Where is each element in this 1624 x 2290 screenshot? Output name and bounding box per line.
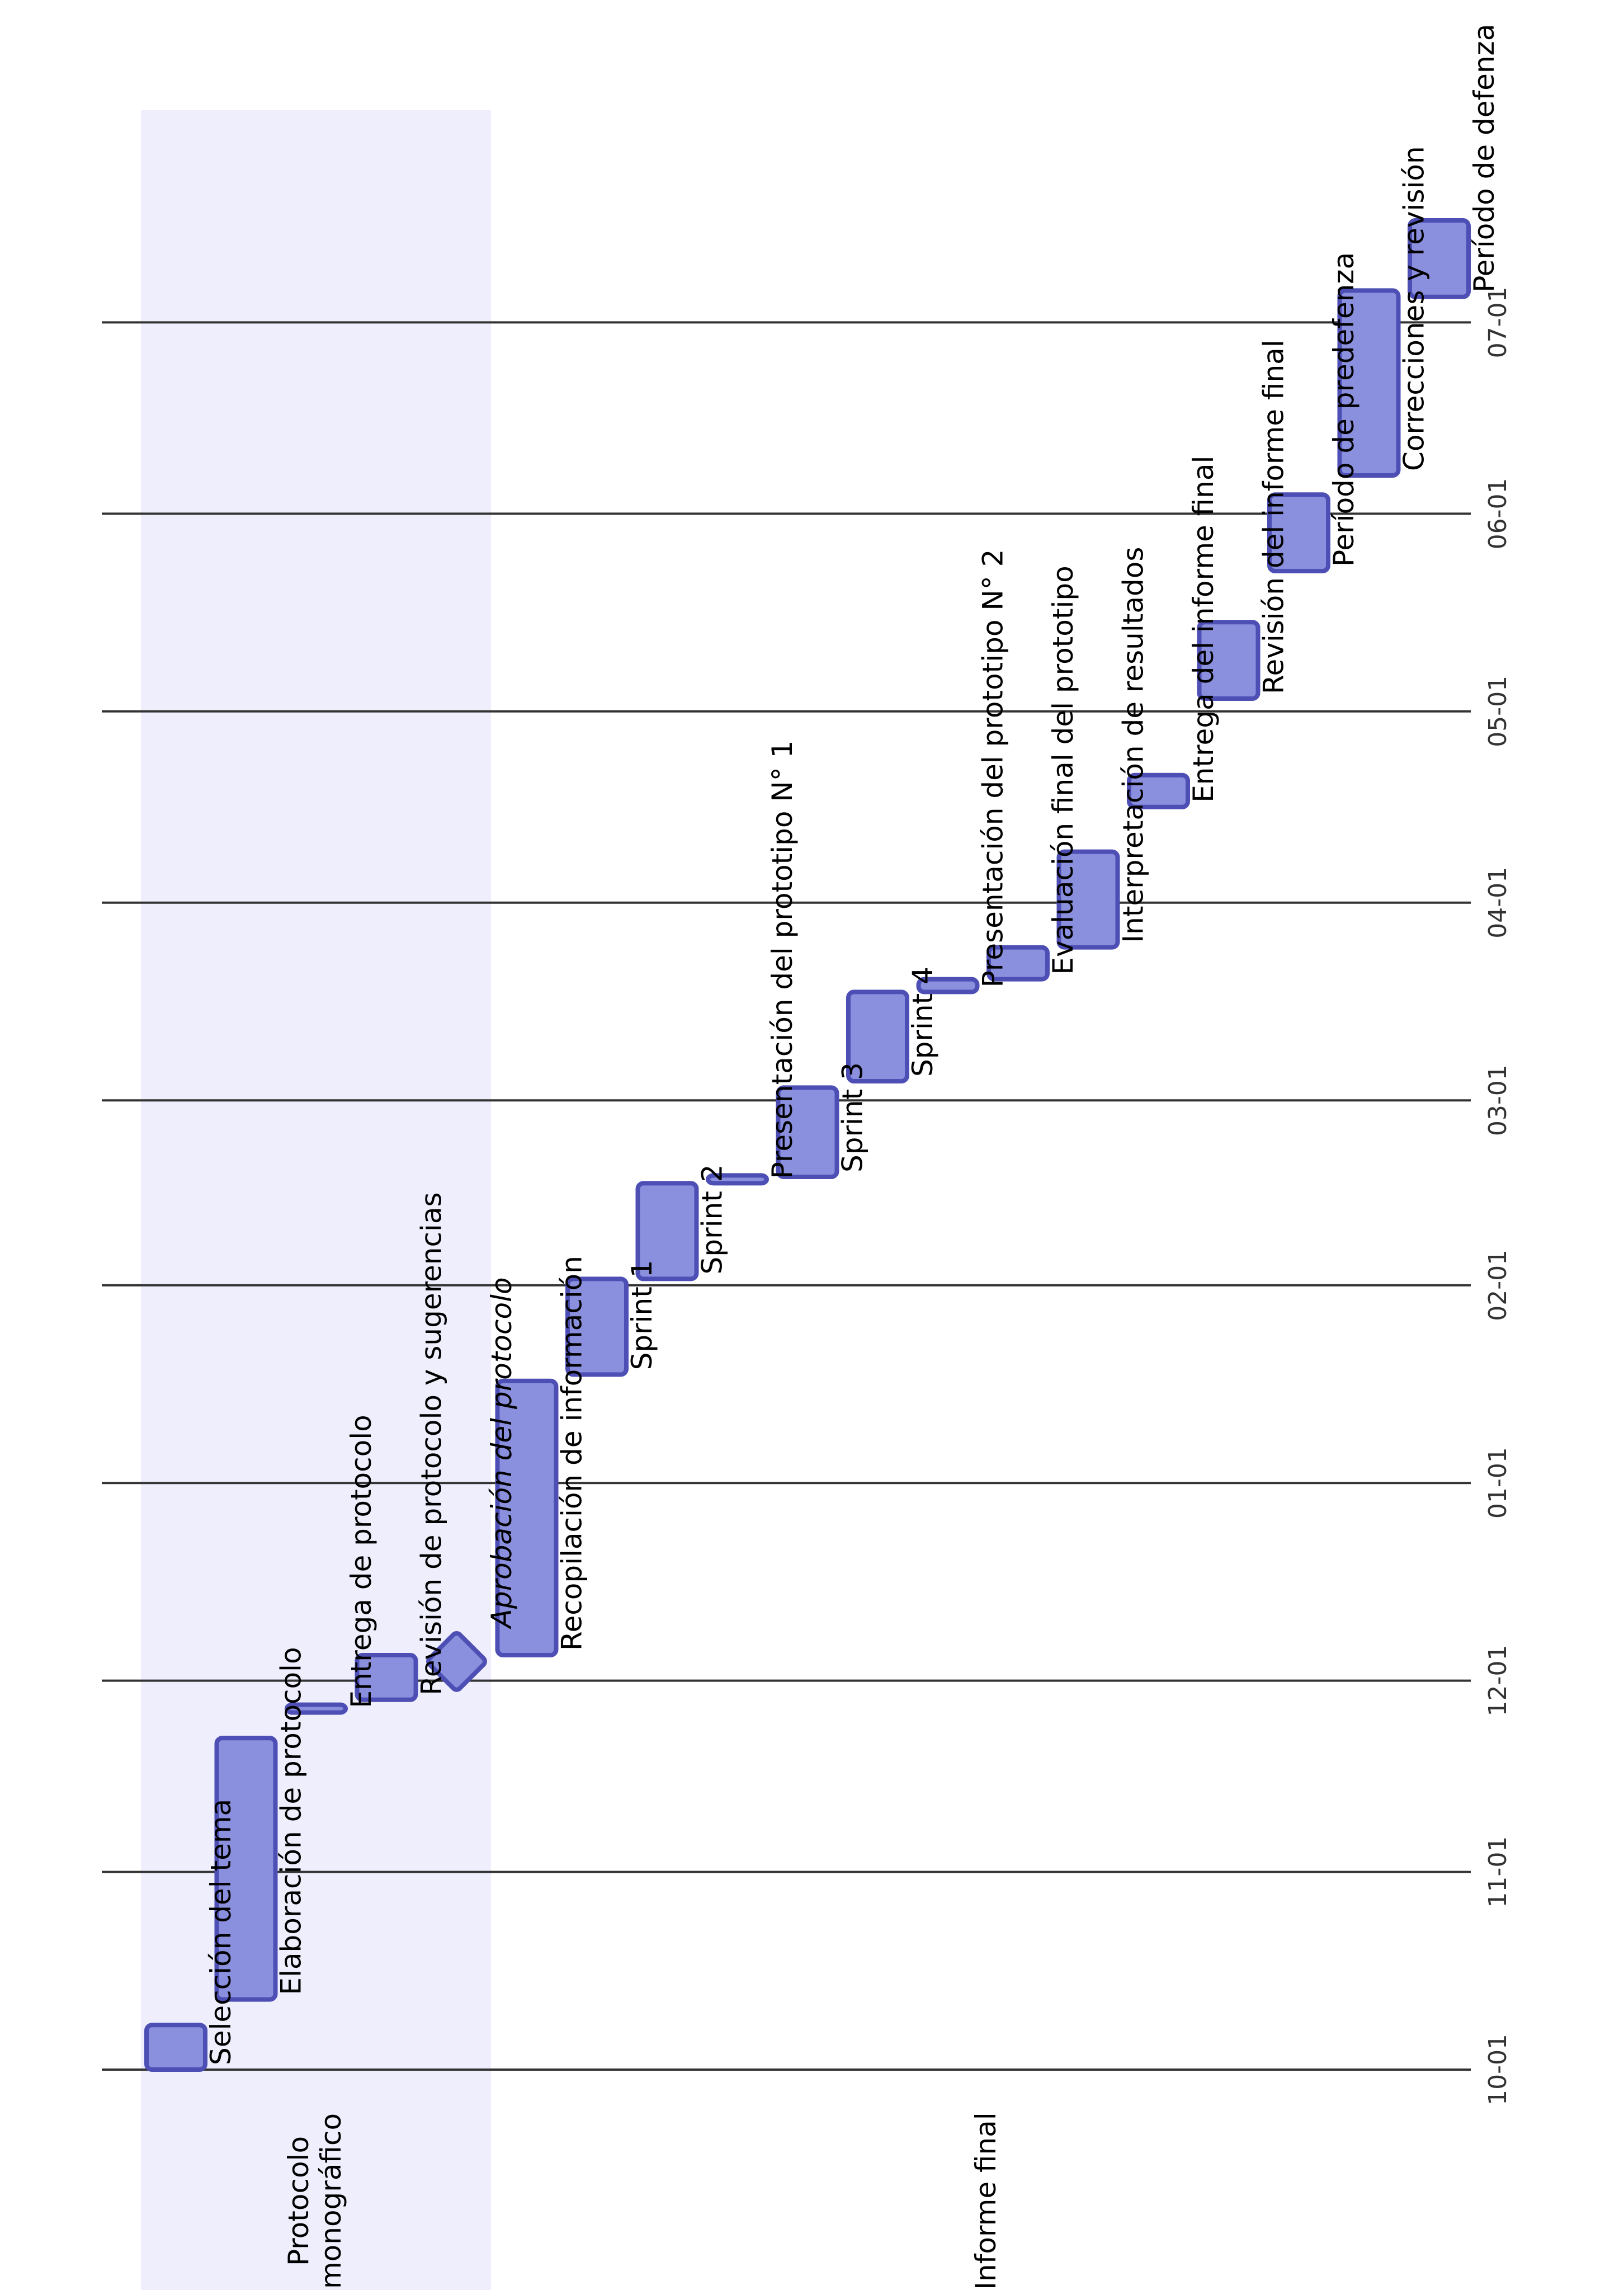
task-bar [1408, 218, 1471, 299]
task-bar [1127, 772, 1190, 809]
tick-label-10-01: 10-01 [1484, 2034, 1512, 2105]
task-label: Entrega de protocolo [345, 1415, 377, 1708]
section-labels: Protocolomonográfico Informe final [282, 2112, 1002, 2289]
tick-label-03-01: 03-01 [1484, 1064, 1512, 1136]
time-axis-ticks: 10-01 11-01 12-01 01-01 02-01 03-01 04-01 05-01… [1484, 286, 1512, 2105]
tick-label-05-01: 05-01 [1484, 676, 1512, 747]
section-label-line: Protocolo [282, 2136, 315, 2266]
task-label: Presentación del prototipo N° 2 [977, 549, 1009, 988]
task-bar [916, 977, 980, 995]
tick-label-04-01: 04-01 [1484, 867, 1512, 939]
task-bars [144, 218, 1471, 2072]
task-label: Elaboración de protocolo [275, 1647, 308, 1995]
task-label: Correcciones y revisión [1398, 146, 1431, 471]
task-label: Entrega del informe final [1187, 456, 1220, 803]
task-bar [144, 2023, 207, 2072]
task-label: Sprint 3 [837, 1062, 869, 1172]
task-bar [706, 1173, 769, 1186]
task-label: Selección del tema [205, 1799, 237, 2065]
tick-label-12-01: 12-01 [1484, 1645, 1512, 1717]
task-label: Evaluación final del prototipo [1047, 566, 1079, 974]
task-bar [635, 1181, 699, 1281]
tick-label-02-01: 02-01 [1484, 1250, 1512, 1321]
task-bar [1337, 288, 1401, 478]
task-label: Sprint 4 [907, 967, 939, 1077]
task-bar [495, 1378, 559, 1658]
section-label-1: Protocolomonográfico [282, 2113, 347, 2289]
task-bar [565, 1276, 629, 1377]
tick-label-11-01: 11-01 [1484, 1836, 1512, 1908]
task-label: Sprint 1 [626, 1260, 658, 1370]
task-bar [285, 1702, 348, 1715]
task-bar [1056, 849, 1120, 950]
task-label: Recopilación de información [556, 1256, 588, 1651]
task-label: Período de predefenza [1328, 252, 1360, 567]
task-bar [355, 1653, 418, 1702]
task-bar [986, 945, 1050, 982]
section-label-line: Informe final [970, 2112, 1002, 2289]
task-bar [776, 1085, 839, 1180]
task-label: Sprint 2 [696, 1164, 729, 1274]
section-band-protocolo [141, 110, 491, 2290]
task-label: Revisión del informe final [1258, 340, 1290, 694]
task-labels: Selección del tema Elaboración de protoco… [205, 24, 1500, 2065]
task-milestone [426, 1631, 487, 1692]
section-label-line: monográfico [315, 2113, 347, 2289]
task-label: Aprobación del protocolo [485, 1277, 518, 1629]
task-bar [846, 989, 909, 1084]
task-label: Interpretación de resultados [1117, 547, 1150, 943]
tick-label-01-01: 01-01 [1484, 1447, 1512, 1519]
task-bar [1197, 620, 1261, 701]
task-label: Período de defenza [1468, 24, 1500, 293]
tick-label-07-01: 07-01 [1484, 286, 1512, 358]
task-bar [214, 1736, 278, 2002]
section-label-2: Informe final [970, 2112, 1002, 2289]
tick-label-06-01: 06-01 [1484, 478, 1512, 549]
task-label: Revisión de protocolo y sugerencias [416, 1192, 448, 1695]
task-label: Presentación del prototipo N° 1 [766, 741, 799, 1179]
task-bar [1267, 492, 1330, 574]
